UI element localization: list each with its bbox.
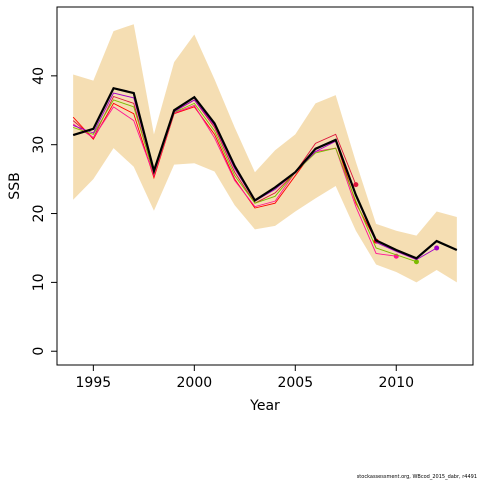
series-line bbox=[72, 104, 397, 257]
series-end-point bbox=[353, 182, 359, 188]
x-tick-label: 1995 bbox=[76, 375, 112, 391]
x-tick-label: 2010 bbox=[378, 375, 414, 391]
y-tick-label: 10 bbox=[31, 273, 47, 291]
x-tick-label: 2005 bbox=[277, 375, 313, 391]
y-tick-label: 0 bbox=[31, 347, 47, 356]
y-axis-label: SSB bbox=[7, 172, 23, 199]
y-tick-label: 30 bbox=[31, 136, 47, 154]
series-line bbox=[73, 99, 417, 263]
x-tick-label: 2000 bbox=[177, 375, 213, 391]
y-tick-label: 20 bbox=[31, 205, 47, 223]
series-line bbox=[72, 86, 458, 260]
y-tick-label: 40 bbox=[31, 67, 47, 85]
series-line bbox=[72, 95, 357, 204]
x-axis-label: Year bbox=[249, 398, 280, 414]
footer: stockassessment.org, WBcod_2015_dabr, r4… bbox=[357, 474, 477, 480]
series-end-point bbox=[413, 259, 419, 265]
confidence-band bbox=[73, 24, 457, 283]
series-end-point bbox=[434, 245, 440, 251]
plot-frame bbox=[56, 6, 474, 366]
